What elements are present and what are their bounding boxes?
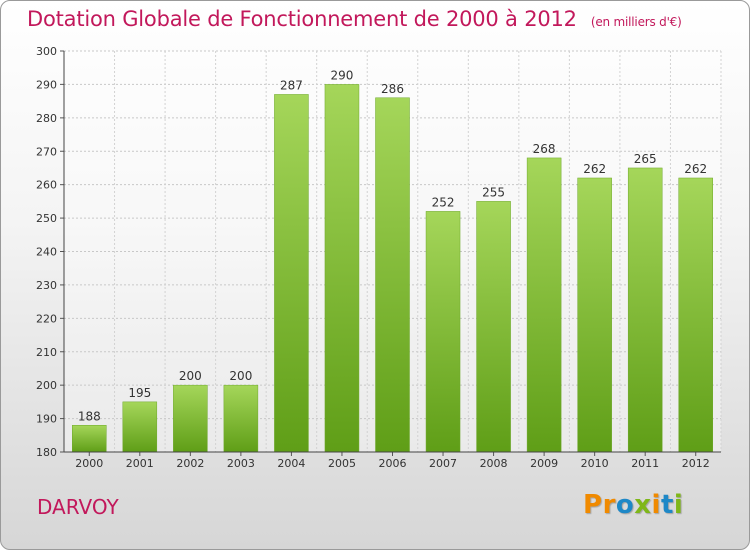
x-tick-label-2010: 2010 [581, 457, 609, 470]
value-label-2012: 262 [684, 162, 707, 176]
value-label-2007: 252 [432, 195, 455, 209]
x-tick-label-2012: 2012 [682, 457, 710, 470]
label-layer: 180 190 200 210 220 230 240 250 260 270 280 290 300 1… [36, 45, 710, 470]
proxiti-logo[interactable]: Proxiti [583, 490, 683, 520]
x-tick-label-2006: 2006 [379, 457, 407, 470]
value-label-2011: 265 [634, 152, 657, 166]
x-tick-label-2003: 2003 [227, 457, 255, 470]
bar-2011 [627, 167, 663, 453]
y-tick-label-200: 200 [36, 379, 57, 392]
x-tick-label-2011: 2011 [631, 457, 659, 470]
value-label-2005: 290 [331, 68, 354, 82]
x-tick-label-2002: 2002 [176, 457, 204, 470]
chart-title-text: Dotation Globale de Fonctionnement de 20… [27, 7, 577, 31]
x-tick-label-2004: 2004 [277, 457, 305, 470]
y-tick-label-190: 190 [36, 413, 57, 426]
y-tick-label-210: 210 [36, 346, 57, 359]
y-tick-label-240: 240 [36, 246, 57, 259]
bar-2012 [678, 177, 713, 453]
bar-2007 [425, 211, 461, 453]
y-tick-label-230: 230 [36, 279, 57, 292]
y-tick-label-270: 270 [36, 145, 57, 158]
chart-title: Dotation Globale de Fonctionnement de 20… [27, 7, 682, 31]
value-label-2001: 195 [128, 386, 151, 400]
x-tick-label-2009: 2009 [530, 457, 558, 470]
bar-2006 [375, 97, 410, 453]
bar-layer [72, 84, 713, 453]
value-label-2010: 262 [583, 162, 606, 176]
axis-layer [60, 50, 721, 456]
y-tick-label-280: 280 [36, 112, 57, 125]
y-tick-label-180: 180 [36, 446, 57, 459]
logo-letter: o [615, 490, 635, 520]
commune-name: DARVOY [37, 495, 119, 519]
bar-2009 [526, 157, 562, 453]
y-tick-label-250: 250 [36, 212, 57, 225]
y-tick-label-300: 300 [36, 45, 57, 58]
logo-letter: i [651, 490, 661, 520]
bar-2000 [72, 425, 107, 453]
value-label-2002: 200 [179, 369, 202, 383]
logo-letter: i [673, 490, 684, 520]
y-tick-label-290: 290 [36, 78, 57, 91]
value-label-2003: 200 [229, 369, 252, 383]
x-tick-label-2005: 2005 [328, 457, 356, 470]
chart-units: (en milliers d'€) [590, 15, 682, 29]
logo-letter: t [660, 490, 674, 520]
bar-2005 [324, 84, 360, 453]
value-label-2000: 188 [78, 409, 101, 423]
value-label-2008: 255 [482, 185, 505, 199]
bar-2002 [173, 384, 208, 453]
x-tick-label-2000: 2000 [75, 457, 103, 470]
y-tick-label-260: 260 [36, 179, 57, 192]
logo-letter: r [602, 490, 616, 520]
value-label-2004: 287 [280, 78, 303, 92]
value-label-2006: 286 [381, 82, 404, 96]
bar-2004 [274, 94, 309, 453]
logo-letter: x [634, 490, 652, 520]
x-tick-label-2007: 2007 [429, 457, 457, 470]
value-label-2009: 268 [533, 142, 556, 156]
bar-2010 [577, 177, 612, 453]
x-tick-label-2008: 2008 [480, 457, 508, 470]
bar-2001 [122, 401, 158, 453]
logo-letter: P [583, 490, 603, 520]
y-tick-label-220: 220 [36, 312, 57, 325]
bar-2003 [223, 384, 259, 453]
x-tick-label-2001: 2001 [126, 457, 154, 470]
bar-2008 [476, 201, 511, 453]
